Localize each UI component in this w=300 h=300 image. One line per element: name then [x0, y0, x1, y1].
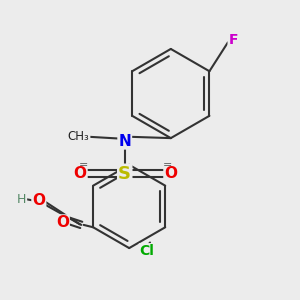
Text: =: =	[79, 160, 88, 170]
Text: =: =	[163, 160, 172, 170]
Text: O: O	[74, 166, 87, 181]
Text: O: O	[164, 166, 177, 181]
Text: H: H	[17, 193, 26, 206]
Text: O: O	[56, 215, 69, 230]
Text: F: F	[229, 33, 238, 47]
Text: N: N	[118, 134, 131, 148]
Text: CH₃: CH₃	[68, 130, 89, 143]
Text: S: S	[118, 165, 131, 183]
Text: Cl: Cl	[140, 244, 154, 258]
Text: O: O	[32, 193, 45, 208]
